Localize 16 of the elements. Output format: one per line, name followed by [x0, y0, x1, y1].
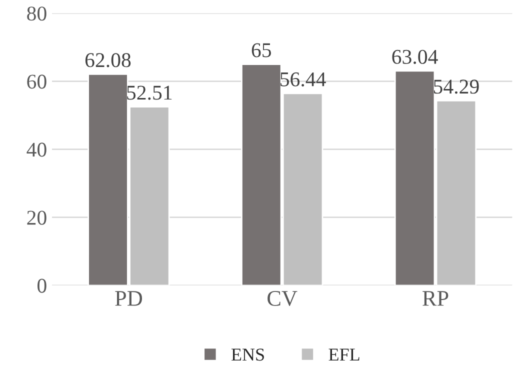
- y-tick-label: 0: [38, 278, 46, 293]
- y-tick-label: 60: [27, 74, 46, 89]
- x-tick-label: RP: [422, 291, 448, 306]
- y-tick-label: 40: [26, 142, 46, 157]
- data-label: 52.51: [127, 86, 172, 100]
- data-label: 54.29: [434, 80, 479, 94]
- legend-label: EFL: [328, 348, 360, 361]
- data-label: 65: [252, 43, 271, 58]
- x-tick-label: PD: [115, 291, 142, 306]
- y-tick-label: 80: [27, 6, 46, 21]
- data-label: 62.08: [85, 53, 131, 68]
- legend-label: ENS: [231, 348, 264, 361]
- data-label: 63.04: [392, 50, 438, 64]
- data-label: 56.44: [280, 72, 326, 86]
- y-tick-label: 20: [27, 210, 46, 225]
- x-tick-label: CV: [268, 290, 298, 306]
